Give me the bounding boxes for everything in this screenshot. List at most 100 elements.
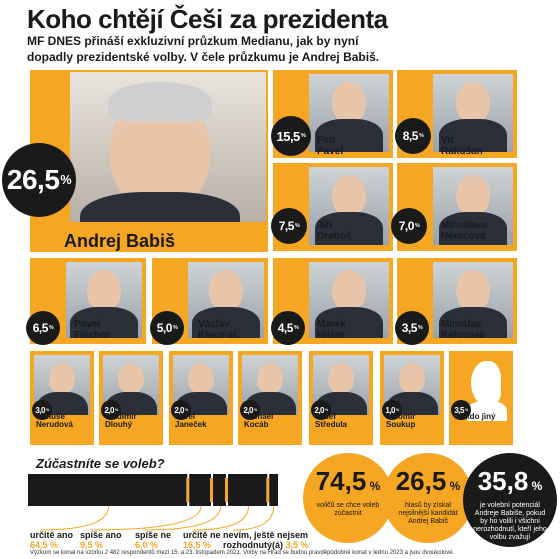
percent-badge: 2,0% [171,400,191,420]
candidate-name: Pavel Fischer [74,319,110,341]
name-line1: Miroslav [441,319,482,330]
candidate-name: Václav Klaus st. [198,319,240,341]
summary-number: 35,8 [477,466,529,496]
turnout-connector [39,505,110,531]
face-shape [332,270,366,311]
candidate-photo-pavel-fischer [66,262,142,338]
face-shape [49,363,75,395]
name-line2: Dlouhý [105,420,133,430]
face-shape [257,363,283,395]
name-line1: Danuše [36,412,65,421]
percent-badge: 3,0% [32,400,52,420]
turnout-legend-item: spíše ne 6,0 % [135,530,171,550]
suit-shape [439,212,507,245]
candidate-photo-jiri-drahos [309,167,389,245]
name-line1: Václav [198,319,230,330]
candidate-photo-vaclav-klaus-st [188,262,264,338]
turnout-legend-item: spíše ano 9,5 % [80,530,122,550]
candidate-photo-marek-hilser [309,262,389,338]
face-shape [399,363,425,395]
percent-badge: 7,0% [391,208,427,244]
legend-label: určitě ano [30,530,74,540]
name-line2: Středula [315,420,348,430]
silhouette-body [467,401,507,421]
candidate-name: Andrej Babiš [64,231,176,251]
legend-value: 64,5 % [30,540,59,550]
percent-badge: 5,0% [150,311,184,345]
turnout-separator [225,478,228,502]
percent-sign: % [114,408,118,412]
name-line2: Kalousek [441,329,486,341]
percent-sign: % [45,408,49,412]
percent-badge: 7,5% [271,208,307,244]
candidate-tile-vladimir-dlouhy: Vladimír Dlouhý [99,351,163,445]
percent-badge: 4,5% [271,311,305,345]
name-line1: Vít [441,135,454,146]
percent-value: 4,5 [277,321,294,335]
hair-shape [108,82,212,122]
percent-value: 2,0 [243,405,253,415]
turnout-segment-1 [189,474,211,506]
percent-badge: 15,5% [271,116,311,156]
suit-shape [439,307,507,338]
turnout-legend-item: určitě ano 64,5 % [30,530,73,550]
candidate-name: Jaromír Soukup [386,412,415,430]
face-shape [456,175,490,216]
suit-shape [439,119,507,152]
candidate-tile-jaromir-soukup: Jaromír Soukup [380,351,444,445]
turnout-segment-4 [269,474,278,506]
percent-sign: % [414,223,420,229]
summary-text: hlasů by získal nejsilnější kandidát And… [398,502,458,525]
legend-label: určitě ne [183,530,221,540]
face-shape [332,82,366,123]
candidate-name: Michael Kocáb [244,412,273,430]
candidate-name: Petr Pavel [317,135,344,157]
percent-sign: % [293,325,299,331]
name-line2: Janeček [175,420,207,430]
percent-badge: 26,5% [2,143,76,217]
percent-badge: 3,5% [395,311,429,345]
candidate-name: Jiří Drahoš [317,220,351,242]
percent-sign: % [172,325,178,331]
turnout-connector [89,505,202,531]
suit-shape [315,307,383,338]
candidate-photo-miroslav-kalousek [433,262,513,338]
page-subtitle: MF DNES přináší exkluzivní průzkum Media… [27,34,380,64]
name-line2: Kocáb [244,420,269,430]
name-line1: Někdo jiný [455,412,496,421]
name-line1: Petr [317,135,337,146]
percent-value: 15,5 [276,128,300,144]
percent-sign: % [253,408,257,412]
name-line2: Pavel [317,145,344,157]
percent-sign: % [464,408,468,412]
legend-value: 6,0 % [135,540,159,550]
turnout-bar [28,474,278,506]
turnout-connectors [39,505,275,531]
summary-circle: 74,5 % voličů se chce voleb zúčastnit [303,453,393,543]
candidate-tile-marek-hilser: Marek Hilšer [273,258,393,344]
name-line2: Němcová [441,230,486,242]
percent-sign: % [294,223,300,229]
summary-circle: 35,8 % je volební potenciál Andreje Babiš… [463,453,557,547]
percent-value: 2,0 [314,405,324,415]
percent-value: 6,5 [32,321,49,335]
face-shape [332,175,366,216]
legend-value: 16,5 % [183,540,212,550]
candidate-photo-vit-rakusan [433,74,513,152]
name-line1: Vladimír [105,412,137,421]
face-shape [456,270,490,311]
turnout-legend-item: nevím, ještě nejsem rozhodnutý(á) 3,5 % [223,530,309,550]
face-shape [188,363,214,395]
legend-value: 3,5 % [285,540,309,550]
face-shape [87,270,121,311]
turnout-segment-2 [213,474,226,506]
legend-label-2: rozhodnutý(á) 3,5 % [223,540,309,550]
summary-unit: % [446,479,461,493]
percent-value: 8,5 [402,129,419,143]
summary-unit: % [366,479,381,493]
percent-value: 5,0 [156,321,173,335]
summary-value: 35,8 % [463,467,557,500]
summary-circle: 26,5 % hlasů by získal nejsilnější kandid… [383,453,473,543]
percent-value: 26,5 [6,164,60,195]
percent-badge: 3,5% [451,400,471,420]
